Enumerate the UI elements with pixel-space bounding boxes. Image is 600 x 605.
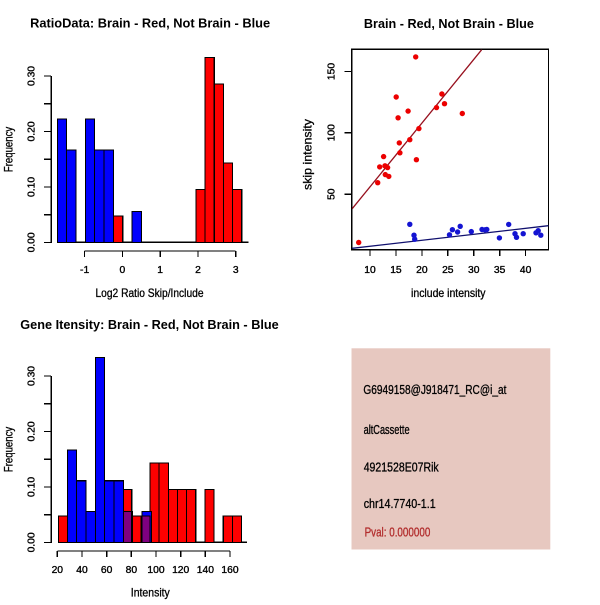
svg-text:3: 3 xyxy=(233,265,239,276)
svg-text:80: 80 xyxy=(126,565,138,576)
svg-text:0.10: 0.10 xyxy=(27,177,38,197)
svg-text:4921528E07Rik: 4921528E07Rik xyxy=(364,461,440,475)
svg-text:0.30: 0.30 xyxy=(27,366,38,386)
svg-text:40: 40 xyxy=(76,565,88,576)
svg-text:50: 50 xyxy=(327,188,338,200)
svg-text:Pval: 0.000000: Pval: 0.000000 xyxy=(365,526,431,540)
svg-text:Gene Itensity: Brain - Red, No: Gene Itensity: Brain - Red, Not Brain - … xyxy=(20,318,279,332)
svg-text:Log2 Ratio Skip/Include: Log2 Ratio Skip/Include xyxy=(96,286,204,300)
svg-text:10: 10 xyxy=(364,265,376,276)
svg-text:0.30: 0.30 xyxy=(27,66,38,86)
svg-text:100: 100 xyxy=(147,565,164,576)
svg-text:RatioData: Brain - Red, Not Br: RatioData: Brain - Red, Not Brain - Blue xyxy=(30,16,270,30)
svg-text:160: 160 xyxy=(221,565,238,576)
svg-text:0: 0 xyxy=(120,265,126,276)
svg-text:100: 100 xyxy=(327,124,338,141)
svg-text:altCassette: altCassette xyxy=(364,423,410,437)
svg-text:0.20: 0.20 xyxy=(27,121,38,141)
svg-text:Brain - Red, Not Brain - Blue: Brain - Red, Not Brain - Blue xyxy=(364,17,534,31)
svg-text:30: 30 xyxy=(468,265,480,276)
svg-text:20: 20 xyxy=(52,565,64,576)
svg-text:0.00: 0.00 xyxy=(27,532,38,552)
svg-text:G6949158@J918471_RC@i_at: G6949158@J918471_RC@i_at xyxy=(363,383,506,397)
svg-text:Intensity: Intensity xyxy=(131,585,170,599)
svg-text:1: 1 xyxy=(157,265,163,276)
svg-text:Frequency: Frequency xyxy=(2,427,16,472)
svg-text:150: 150 xyxy=(327,63,338,80)
svg-text:120: 120 xyxy=(172,565,189,576)
svg-text:60: 60 xyxy=(101,565,113,576)
svg-text:skip intensity: skip intensity xyxy=(301,119,315,190)
svg-text:Frequency: Frequency xyxy=(2,127,16,172)
svg-text:chr14.7740-1.1: chr14.7740-1.1 xyxy=(364,497,436,511)
svg-text:20: 20 xyxy=(416,265,428,276)
svg-text:140: 140 xyxy=(197,565,214,576)
svg-text:15: 15 xyxy=(390,265,402,276)
svg-text:0.00: 0.00 xyxy=(27,232,38,252)
svg-text:25: 25 xyxy=(442,265,454,276)
svg-text:40: 40 xyxy=(520,265,532,276)
svg-text:0.20: 0.20 xyxy=(27,421,38,441)
svg-text:2: 2 xyxy=(195,265,201,276)
svg-text:35: 35 xyxy=(494,265,506,276)
svg-text:include intensity: include intensity xyxy=(411,286,486,300)
svg-text:-1: -1 xyxy=(80,265,89,276)
svg-text:0.10: 0.10 xyxy=(27,477,38,497)
